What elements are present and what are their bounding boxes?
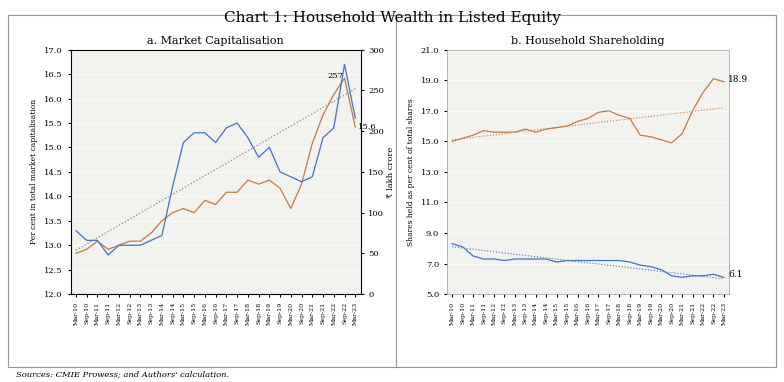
- Y-axis label: Shares held as per cent of total shares: Shares held as per cent of total shares: [407, 98, 415, 246]
- Text: 18.9: 18.9: [728, 75, 748, 84]
- Text: 257: 257: [328, 72, 343, 80]
- Title: b. Household Shareholding: b. Household Shareholding: [511, 36, 665, 46]
- Y-axis label: ₹ lakh crore: ₹ lakh crore: [387, 146, 395, 197]
- Title: a. Market Capitalisation: a. Market Capitalisation: [147, 36, 284, 46]
- Text: Sources: CMIE Prowess; and Authors' calculation.: Sources: CMIE Prowess; and Authors' calc…: [16, 370, 229, 378]
- Text: Chart 1: Household Wealth in Listed Equity: Chart 1: Household Wealth in Listed Equi…: [223, 11, 561, 26]
- Text: 6.1: 6.1: [728, 270, 742, 279]
- Text: 15.6: 15.6: [358, 123, 376, 131]
- Y-axis label: Per cent in total market capitalisation: Per cent in total market capitalisation: [31, 99, 38, 244]
